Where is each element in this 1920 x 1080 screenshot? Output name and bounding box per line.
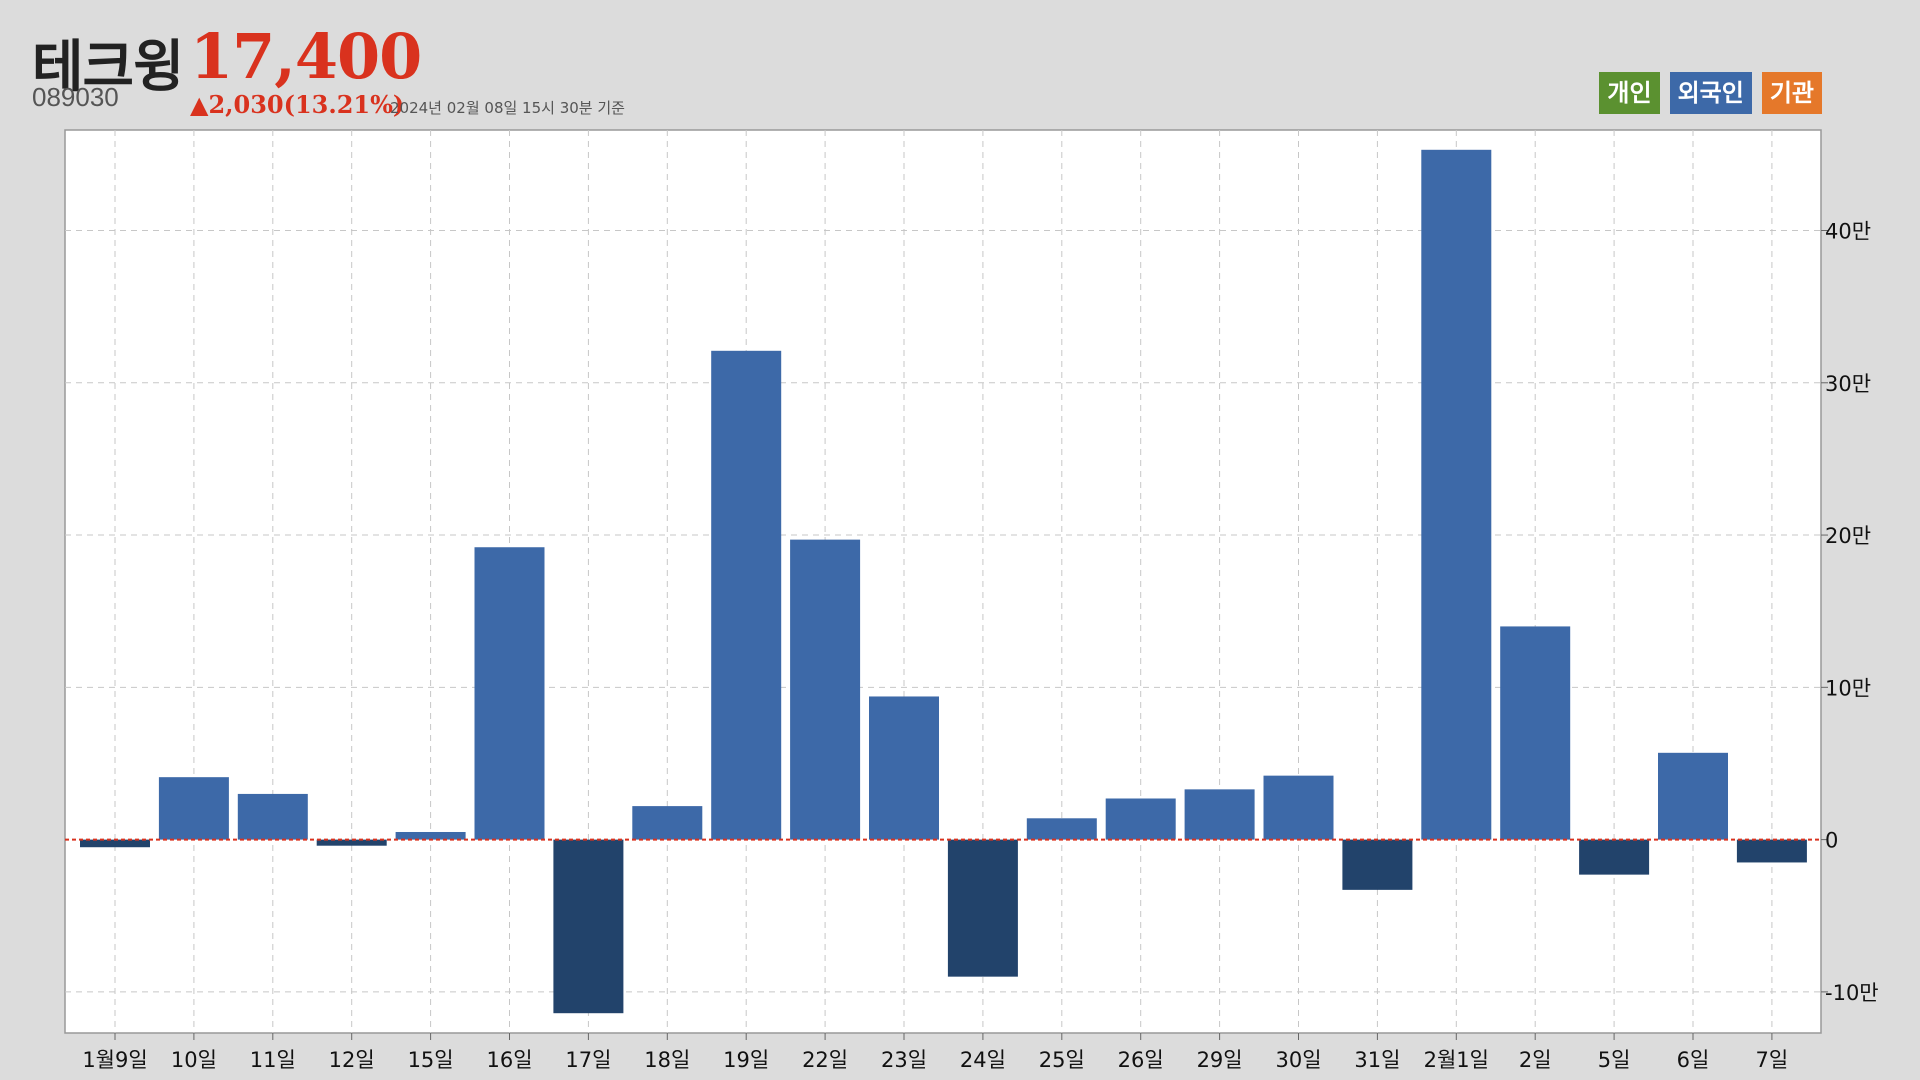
bar-22일[interactable] bbox=[790, 539, 861, 840]
legend: 개인 외국인 기관 bbox=[1599, 72, 1822, 114]
bar-23일[interactable] bbox=[869, 696, 939, 840]
bar-6일[interactable] bbox=[1658, 752, 1728, 840]
bar-17일[interactable] bbox=[553, 839, 624, 1014]
y-tick-label: -10만 bbox=[1825, 981, 1879, 1005]
bar-25일[interactable] bbox=[1026, 818, 1097, 840]
x-tick-label: 31일 bbox=[1354, 1048, 1400, 1072]
legend-individual[interactable]: 개인 bbox=[1599, 72, 1660, 114]
bar-16일[interactable] bbox=[474, 547, 545, 840]
x-tick-label: 25일 bbox=[1039, 1048, 1085, 1072]
stock-name: 테크윙 bbox=[32, 35, 185, 100]
x-tick-label: 10일 bbox=[171, 1048, 217, 1072]
x-tick-label: 7일 bbox=[1756, 1048, 1789, 1072]
x-tick-label: 23일 bbox=[881, 1048, 927, 1072]
x-tick-label: 5일 bbox=[1598, 1048, 1631, 1072]
bar-24일[interactable] bbox=[947, 839, 1018, 977]
y-tick-label: 30만 bbox=[1825, 372, 1871, 396]
price-change: ▲2,030(13.21%) bbox=[190, 90, 405, 119]
bar-26일[interactable] bbox=[1105, 798, 1176, 840]
x-tick-label: 29일 bbox=[1197, 1048, 1243, 1072]
x-tick-label: 24일 bbox=[960, 1048, 1006, 1072]
y-axis-ticks: -10만 0 10만 20만 30만 40만 bbox=[1821, 220, 1879, 1005]
x-tick-label: 30일 bbox=[1275, 1048, 1321, 1072]
bar-1월9일[interactable] bbox=[80, 839, 150, 848]
x-tick-label: 11일 bbox=[250, 1048, 296, 1072]
x-tick-label: 12일 bbox=[329, 1048, 375, 1072]
bar-30일[interactable] bbox=[1263, 775, 1334, 840]
y-tick-label: 40만 bbox=[1825, 220, 1871, 244]
bar-2일[interactable] bbox=[1500, 626, 1571, 840]
y-tick-label: 20만 bbox=[1825, 524, 1871, 548]
x-tick-label: 22일 bbox=[802, 1048, 848, 1072]
x-tick-label: 19일 bbox=[723, 1048, 769, 1072]
bar-11일[interactable] bbox=[237, 793, 308, 840]
bars bbox=[80, 149, 1807, 1014]
x-axis-ticks: 1월9일 10일 11일 12일 15일 16일 17일 18일 19일 22일 23일 24일 25일… bbox=[82, 1033, 1788, 1072]
x-tick-label: 17일 bbox=[565, 1048, 611, 1072]
bar-7일[interactable] bbox=[1736, 839, 1807, 863]
bar-5일[interactable] bbox=[1579, 839, 1650, 875]
bar-15일[interactable] bbox=[395, 831, 466, 840]
bar-12일[interactable] bbox=[316, 839, 387, 846]
x-tick-label: 1월9일 bbox=[82, 1048, 147, 1072]
plot-area bbox=[64, 129, 1822, 1034]
x-tick-label: 2월1일 bbox=[1424, 1048, 1489, 1072]
y-tick-label: 10만 bbox=[1825, 676, 1871, 700]
legend-foreign[interactable]: 외국인 bbox=[1669, 72, 1752, 114]
legend-institution[interactable]: 기관 bbox=[1761, 72, 1822, 114]
bar-18일[interactable] bbox=[632, 806, 703, 840]
bar-31일[interactable] bbox=[1342, 839, 1413, 890]
bar-29일[interactable] bbox=[1184, 789, 1255, 840]
as-of-timestamp: 2024년 02월 08일 15시 30분 기준 bbox=[390, 99, 625, 117]
x-tick-label: 16일 bbox=[486, 1048, 532, 1072]
x-tick-label: 26일 bbox=[1118, 1048, 1164, 1072]
stock-price: 17,400 bbox=[190, 20, 422, 93]
bar-2월1일[interactable] bbox=[1421, 149, 1492, 840]
x-tick-label: 15일 bbox=[408, 1048, 454, 1072]
x-tick-label: 6일 bbox=[1677, 1048, 1710, 1072]
y-tick-label: 0 bbox=[1825, 829, 1838, 853]
bar-10일[interactable] bbox=[158, 777, 229, 840]
bar-19일[interactable] bbox=[711, 350, 782, 840]
x-tick-label: 2일 bbox=[1519, 1048, 1552, 1072]
stock-code: 089030 bbox=[32, 82, 119, 112]
x-tick-label: 18일 bbox=[644, 1048, 690, 1072]
